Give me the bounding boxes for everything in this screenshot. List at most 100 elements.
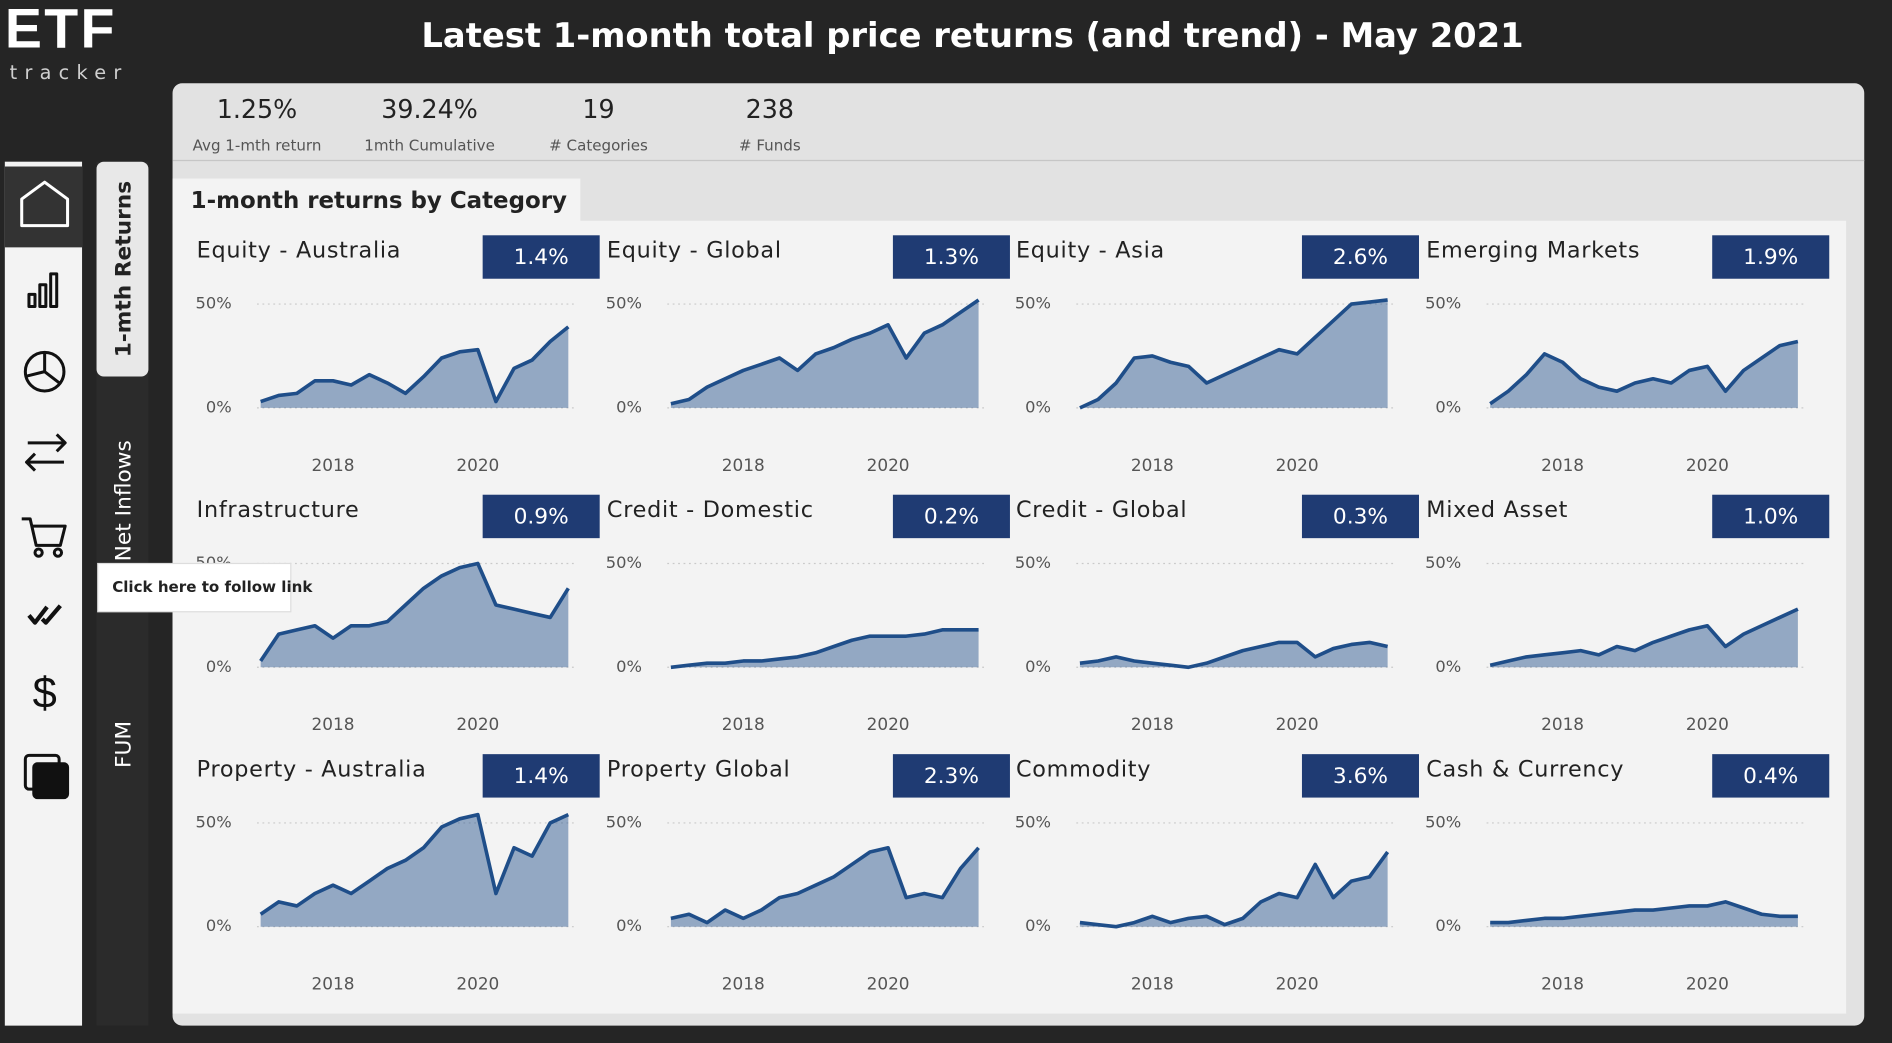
- category-chart: Equity - Global 1.3% 0% 50% 2018 2020: [606, 235, 1010, 475]
- y-tick-label: 0%: [1435, 397, 1461, 416]
- area: [670, 847, 979, 927]
- chart-title: Credit - Global: [1016, 497, 1187, 523]
- area: [260, 563, 569, 668]
- badge-label: 3.6%: [1333, 764, 1388, 789]
- category-chart: Infrastructure 0.9%0%50%2018 2020: [196, 494, 600, 734]
- y-tick-label: 0%: [1025, 397, 1051, 416]
- badge: [1712, 235, 1830, 279]
- chart-title: Emerging Markets: [1426, 237, 1640, 263]
- x-tick-label: 2018: [722, 455, 765, 475]
- badge-label: 1.3%: [924, 245, 979, 270]
- tooltip: Click here to follow link: [112, 578, 313, 596]
- tab-label[interactable]: Net Inflows: [111, 440, 136, 561]
- y-tick-label: 0%: [1025, 657, 1051, 676]
- badge: [892, 494, 1010, 539]
- trend-line: [260, 325, 570, 404]
- area: [1079, 299, 1388, 408]
- tab-label[interactable]: 1-mth Returns: [111, 181, 136, 357]
- x-tick-label: 2020: [867, 455, 910, 475]
- x-tick-label: 2020: [867, 974, 910, 994]
- kpi-label: 1mth Cumulative: [364, 137, 495, 155]
- x-tick-label: 2018: [722, 974, 765, 994]
- category-chart: Mixed Asset 1.0% 0% 50% 2018 2020: [1425, 494, 1830, 734]
- badge-label: 2.3%: [924, 764, 979, 789]
- badge: [482, 494, 600, 539]
- y-tick-label: 0%: [616, 397, 642, 416]
- y-tick-label: 50%: [1425, 294, 1461, 313]
- layers-icon[interactable]: [23, 753, 70, 800]
- kpi-value: 1.25%: [217, 94, 297, 124]
- cart-icon[interactable]: [21, 517, 67, 558]
- x-tick-label: 2020: [456, 455, 499, 475]
- x-tick-label: 2020: [1276, 455, 1319, 475]
- y-tick-label: 50%: [196, 294, 232, 313]
- chart-title: Property Global: [607, 756, 791, 782]
- tab-active[interactable]: [96, 161, 149, 377]
- area: [670, 299, 979, 408]
- trend-line: [1079, 640, 1389, 670]
- bar-icon[interactable]: [27, 272, 59, 308]
- badge-label: 0.9%: [514, 505, 569, 530]
- kpi-label: # Funds: [739, 137, 801, 155]
- y-tick-label: 50%: [1425, 812, 1461, 831]
- kpi-value: 19: [582, 94, 614, 124]
- kpi-value: 39.24%: [381, 94, 478, 124]
- y-tick-label: 50%: [1015, 553, 1051, 572]
- logo-sub: tracker: [10, 61, 129, 84]
- category-chart: Emerging Markets 1.9% 0% 50% 2018 2020: [1425, 235, 1830, 475]
- area: [670, 629, 979, 668]
- category-chart: Equity - Australia 1.4% 0% 50% 2018 2020: [196, 235, 600, 475]
- trend-line: [259, 561, 570, 663]
- transfer-icon[interactable]: [25, 433, 67, 472]
- badge-label: 0.4%: [1743, 764, 1798, 789]
- nav-active: [4, 166, 83, 248]
- trend-line: [259, 812, 570, 916]
- x-tick-label: 2018: [312, 455, 355, 475]
- badge-label: 0.2%: [924, 505, 979, 530]
- chart-title: Property - Australia: [197, 756, 427, 782]
- tab-label[interactable]: FUM: [111, 721, 136, 768]
- y-tick-label: 50%: [1015, 294, 1051, 313]
- x-tick-label: 2018: [1131, 974, 1174, 994]
- trend-line: [670, 298, 980, 406]
- kpi-label: # Categories: [549, 137, 648, 155]
- x-tick-label: 2020: [1686, 455, 1729, 475]
- badge: [892, 235, 1010, 279]
- y-tick-label: 0%: [616, 916, 642, 935]
- category-chart: Cash & Currency 0.4% 0% 50% 2018 2020: [1425, 754, 1830, 994]
- area: [1079, 852, 1388, 927]
- x-tick-label: 2018: [312, 974, 355, 994]
- y-tick-label: 0%: [206, 397, 232, 416]
- badge-label: 1.0%: [1743, 505, 1798, 530]
- badge: [1301, 494, 1419, 539]
- area: [260, 814, 569, 927]
- y-tick-label: 50%: [1425, 553, 1461, 572]
- category-chart: Equity - Asia 2.6% 0% 50% 2018 2020: [1015, 235, 1419, 475]
- home-icon[interactable]: [20, 180, 70, 228]
- category-chart: Credit - Global 0.3% 0% 50% 2018 2020: [1015, 494, 1419, 734]
- y-tick-label: 50%: [1015, 812, 1051, 831]
- pie-icon[interactable]: [23, 350, 66, 393]
- x-tick-label: 2018: [1541, 455, 1584, 475]
- page-title: Latest 1-month total price returns (and …: [421, 16, 1523, 55]
- trend-line: [1489, 607, 1799, 667]
- area: [1490, 341, 1798, 408]
- dollar-icon[interactable]: $: [33, 670, 57, 718]
- badge-label: 0.3%: [1333, 505, 1388, 530]
- y-tick-label: 0%: [206, 916, 232, 935]
- category-chart: Property Global 2.3% 0% 50% 2018 2020: [606, 754, 1010, 994]
- x-tick-label: 2018: [1131, 714, 1174, 734]
- trend-line: [670, 845, 980, 925]
- trend-line: [1490, 900, 1798, 925]
- check-icon[interactable]: [27, 604, 62, 625]
- y-tick-label: 50%: [606, 553, 642, 572]
- area: [260, 326, 569, 408]
- trend-line: [1489, 339, 1799, 406]
- chart-title: Equity - Australia: [197, 237, 402, 263]
- area: [1490, 901, 1798, 927]
- y-tick-label: 50%: [606, 812, 642, 831]
- y-tick-label: 50%: [196, 812, 232, 831]
- x-tick-label: 2020: [456, 714, 499, 734]
